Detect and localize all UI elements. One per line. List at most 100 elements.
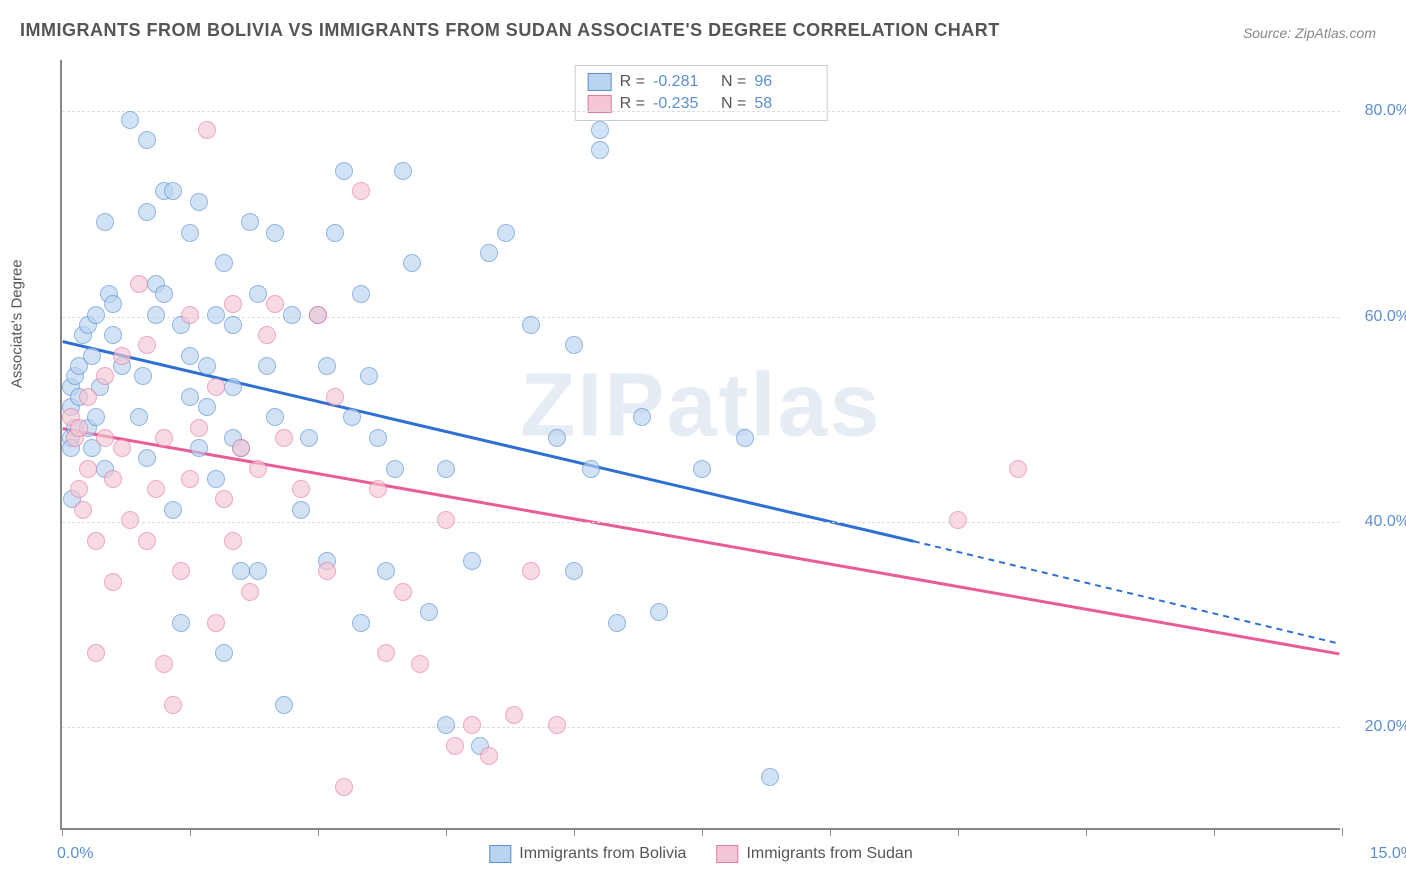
chart-title: IMMIGRANTS FROM BOLIVIA VS IMMIGRANTS FR… — [20, 20, 1000, 41]
data-point — [155, 655, 173, 673]
data-point — [343, 408, 361, 426]
grid-line — [62, 111, 1340, 112]
data-point — [352, 614, 370, 632]
data-point — [232, 562, 250, 580]
data-point — [113, 439, 131, 457]
data-point — [292, 501, 310, 519]
data-point — [164, 182, 182, 200]
data-point — [241, 583, 259, 601]
data-point — [181, 224, 199, 242]
data-point — [138, 449, 156, 467]
legend-r-label: R = — [620, 95, 645, 113]
data-point — [87, 408, 105, 426]
legend-r-value: -0.281 — [653, 73, 713, 91]
data-point — [190, 193, 208, 211]
source-attribution: Source: ZipAtlas.com — [1243, 25, 1376, 41]
data-point — [241, 213, 259, 231]
data-point — [172, 614, 190, 632]
legend-n-label: N = — [721, 95, 746, 113]
data-point — [164, 501, 182, 519]
data-point — [582, 460, 600, 478]
data-point — [224, 295, 242, 313]
data-point — [121, 511, 139, 529]
data-point — [215, 254, 233, 272]
grid-line — [62, 522, 1340, 523]
data-point — [463, 552, 481, 570]
legend-series-label: Immigrants from Sudan — [746, 845, 912, 863]
grid-line — [62, 317, 1340, 318]
legend-series-item: Immigrants from Bolivia — [489, 845, 686, 863]
data-point — [207, 614, 225, 632]
data-point — [130, 275, 148, 293]
data-point — [565, 336, 583, 354]
data-point — [275, 429, 293, 447]
data-point — [96, 213, 114, 231]
data-point — [181, 347, 199, 365]
data-point — [181, 388, 199, 406]
data-point — [360, 367, 378, 385]
data-point — [309, 306, 327, 324]
data-point — [258, 326, 276, 344]
data-point — [292, 480, 310, 498]
data-point — [87, 644, 105, 662]
data-point — [198, 357, 216, 375]
data-point — [949, 511, 967, 529]
data-point — [318, 562, 336, 580]
data-point — [352, 182, 370, 200]
y-axis-title: Associate's Degree — [9, 259, 26, 388]
plot-area: Associate's Degree ZIPatlas R = -0.281 N… — [60, 60, 1340, 830]
legend-n-label: N = — [721, 73, 746, 91]
x-tick — [1086, 828, 1087, 836]
data-point — [437, 716, 455, 734]
data-point — [87, 532, 105, 550]
data-point — [147, 306, 165, 324]
data-point — [394, 162, 412, 180]
watermark: ZIPatlas — [520, 354, 881, 457]
chart-container: IMMIGRANTS FROM BOLIVIA VS IMMIGRANTS FR… — [0, 0, 1406, 892]
data-point — [591, 121, 609, 139]
data-point — [224, 532, 242, 550]
data-point — [761, 768, 779, 786]
x-tick — [190, 828, 191, 836]
x-tick — [830, 828, 831, 836]
data-point — [224, 378, 242, 396]
trend-lines — [62, 60, 1340, 828]
data-point — [736, 429, 754, 447]
data-point — [352, 285, 370, 303]
legend-swatch — [489, 845, 511, 863]
data-point — [266, 408, 284, 426]
data-point — [79, 388, 97, 406]
data-point — [181, 470, 199, 488]
data-point — [326, 224, 344, 242]
data-point — [215, 490, 233, 508]
x-tick — [446, 828, 447, 836]
legend-swatch — [588, 95, 612, 113]
data-point — [300, 429, 318, 447]
x-max-label: 15.0% — [1370, 845, 1406, 863]
data-point — [190, 439, 208, 457]
data-point — [608, 614, 626, 632]
data-point — [335, 778, 353, 796]
legend-series: Immigrants from Bolivia Immigrants from … — [489, 845, 912, 863]
data-point — [138, 203, 156, 221]
data-point — [155, 429, 173, 447]
data-point — [74, 501, 92, 519]
data-point — [411, 655, 429, 673]
data-point — [258, 357, 276, 375]
y-tick-label: 40.0% — [1365, 513, 1406, 531]
data-point — [650, 603, 668, 621]
data-point — [198, 398, 216, 416]
data-point — [266, 224, 284, 242]
data-point — [138, 131, 156, 149]
data-point — [172, 562, 190, 580]
data-point — [249, 460, 267, 478]
data-point — [96, 429, 114, 447]
data-point — [480, 747, 498, 765]
data-point — [224, 316, 242, 334]
data-point — [87, 306, 105, 324]
legend-stat-row: R = -0.281 N = 96 — [588, 71, 815, 93]
data-point — [198, 121, 216, 139]
data-point — [369, 429, 387, 447]
data-point — [394, 583, 412, 601]
data-point — [113, 347, 131, 365]
